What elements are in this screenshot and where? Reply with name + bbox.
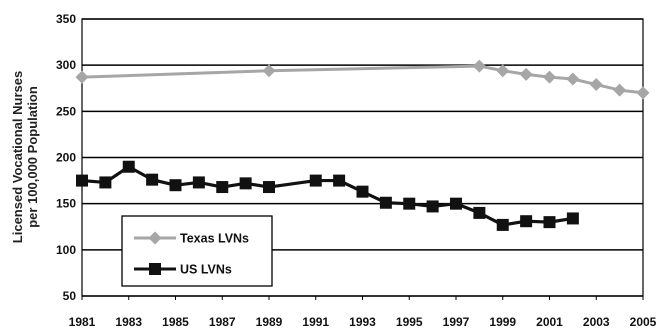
x-tick-label: 1987 (209, 315, 236, 329)
series-texas-lvns (75, 59, 650, 100)
y-tick-label: 350 (56, 12, 76, 26)
x-tick-labels: 1981 1983 1985 1987 1989 1991 1993 1995 1997 1999… (69, 296, 657, 329)
data-point-us-lvns (356, 185, 369, 198)
data-point-us-lvns (496, 218, 509, 231)
x-tick-label: 1985 (162, 315, 189, 329)
data-point-us-lvns (169, 179, 182, 192)
series-us-lvns (76, 160, 579, 231)
data-point-texas-lvns (566, 72, 580, 86)
data-point-us-lvns (192, 176, 205, 189)
legend-marker-texas-lvns (148, 231, 162, 245)
data-point-us-lvns (309, 174, 322, 187)
data-point-texas-lvns (496, 64, 510, 78)
x-tick-label: 1995 (396, 315, 423, 329)
data-point-texas-lvns (543, 70, 556, 84)
data-point-us-lvns (566, 212, 579, 225)
y-tick-label: 100 (56, 243, 76, 257)
legend: Texas LVNs US LVNs (121, 215, 273, 287)
x-tick-label: 1999 (489, 315, 516, 329)
data-point-us-lvns (450, 197, 462, 210)
x-tick-label: 2005 (630, 315, 657, 329)
data-point-texas-lvns (519, 67, 533, 81)
data-point-us-lvns (403, 197, 416, 210)
data-point-texas-lvns (613, 83, 627, 97)
data-point-texas-lvns (589, 78, 603, 92)
data-point-texas-lvns (262, 64, 276, 78)
x-tick-label: 1997 (443, 315, 470, 329)
x-tick-label: 1989 (256, 315, 283, 329)
data-point-us-lvns (122, 160, 135, 173)
series-layer (75, 59, 650, 231)
y-axis-label-line-1: Licensed Vocational Nurses (10, 71, 25, 243)
data-point-texas-lvns (75, 70, 89, 84)
y-tick-label: 200 (56, 151, 76, 165)
y-tick-label: 250 (56, 104, 76, 118)
x-tick-label: 1991 (302, 315, 329, 329)
y-tick-label: 300 (56, 58, 76, 72)
data-point-us-lvns (333, 174, 346, 187)
data-point-us-lvns (520, 215, 533, 228)
series-line-texas-lvns (81, 64, 644, 95)
legend-label-texas-lvns: Texas LVNs (180, 232, 249, 246)
data-point-us-lvns (379, 196, 392, 209)
data-point-us-lvns (239, 177, 252, 190)
x-tick-label: 1983 (115, 315, 142, 329)
y-tick-label: 150 (56, 197, 76, 211)
y-tick-labels: 50 100 150 200 250 300 350 (56, 12, 76, 303)
y-tick-label: 50 (63, 289, 77, 303)
x-tick-label: 1981 (69, 315, 96, 329)
data-point-us-lvns (543, 216, 556, 229)
legend-label-us-lvns: US LVNs (180, 263, 232, 277)
data-point-texas-lvns (472, 59, 486, 73)
x-tick-label: 1993 (349, 315, 376, 329)
x-tick-label: 2003 (583, 315, 610, 329)
data-point-texas-lvns (636, 86, 650, 100)
x-tick-label: 2001 (536, 315, 563, 329)
data-point-us-lvns (216, 181, 229, 194)
data-point-us-lvns (473, 206, 486, 219)
data-point-us-lvns (99, 176, 112, 189)
legend-marker-us-lvns (149, 263, 161, 275)
data-point-us-lvns (426, 200, 439, 213)
data-point-us-lvns (263, 181, 275, 194)
data-point-us-lvns (76, 174, 88, 187)
y-axis-label-line-2: per 100,000 Population (25, 86, 40, 228)
legend-box (121, 215, 273, 287)
data-point-us-lvns (146, 173, 159, 186)
